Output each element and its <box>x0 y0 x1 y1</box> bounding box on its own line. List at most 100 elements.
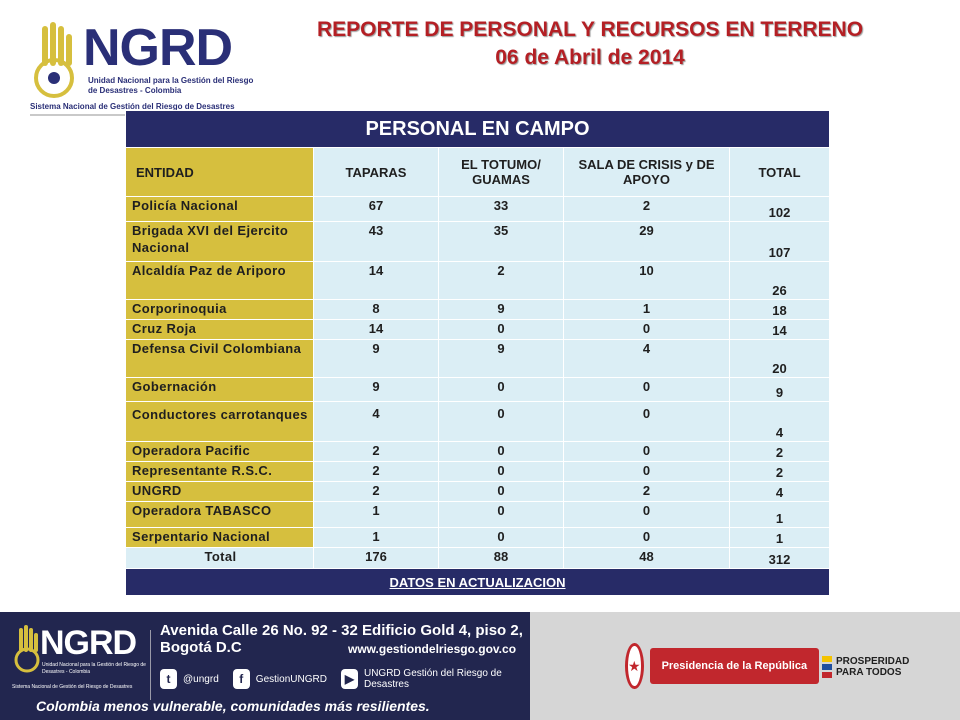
value-cell: 1 <box>313 501 439 528</box>
table-title: PERSONAL EN CAMPO <box>124 110 831 148</box>
entity-cell: Brigada XVI del Ejercito Nacional <box>125 221 314 262</box>
youtube-channel[interactable]: UNGRD Gestión del Riesgo de Desastres <box>363 668 502 690</box>
prosperidad-line1: PROSPERIDAD <box>836 656 910 667</box>
value-cell: 9 <box>313 377 439 402</box>
hand-logo-icon <box>14 625 40 673</box>
value-cell: 0 <box>563 377 730 402</box>
table-row: Corporinoquia 8 9 1 18 <box>125 299 831 320</box>
value-cell: 88 <box>438 547 564 569</box>
facebook-icon[interactable]: f <box>232 669 250 689</box>
total-cell: 18 <box>728 299 831 320</box>
entity-cell: Serpentario Nacional <box>125 527 314 548</box>
hand-logo-icon <box>34 22 74 98</box>
prosperidad-text: PROSPERIDAD PARA TODOS <box>836 656 909 678</box>
logo-subtitle: Unidad Nacional para la Gestión del Ries… <box>88 76 254 95</box>
value-cell: 2 <box>313 461 439 482</box>
total-cell: 2 <box>728 441 831 462</box>
footer-website-link[interactable]: www.gestiondelriesgo.gov.co <box>348 642 517 656</box>
value-cell: 0 <box>563 527 730 548</box>
value-cell: 1 <box>313 527 439 548</box>
value-cell: 2 <box>563 481 730 502</box>
total-cell: 4 <box>728 401 831 442</box>
total-cell: 1 <box>728 527 831 548</box>
value-cell: 0 <box>438 461 564 482</box>
value-cell: 48 <box>563 547 730 569</box>
column-header: TAPARAS <box>313 147 439 197</box>
facebook-handle[interactable]: GestionUNGRD <box>255 673 327 685</box>
logo-wordmark: NGRD <box>83 19 233 77</box>
personnel-table: PERSONAL EN CAMPO ENTIDAD TAPARAS EL TOT… <box>124 110 831 596</box>
value-cell: 0 <box>438 441 564 462</box>
total-cell: 9 <box>728 377 831 402</box>
value-cell: 43 <box>313 221 439 262</box>
total-cell: 312 <box>728 547 831 569</box>
value-cell: 9 <box>313 339 439 378</box>
youtube-icon[interactable]: ▶ <box>340 669 358 689</box>
twitter-icon[interactable]: t <box>160 669 178 689</box>
total-cell: 20 <box>728 339 831 378</box>
value-cell: 4 <box>563 339 730 378</box>
table-row: Serpentario Nacional 1 0 0 1 <box>125 527 831 548</box>
total-cell: 107 <box>728 221 831 262</box>
value-cell: 1 <box>563 299 730 320</box>
value-cell: 9 <box>438 299 564 320</box>
value-cell: 0 <box>438 377 564 402</box>
value-cell: 0 <box>438 501 564 528</box>
table-row: Conductores carrotanques 4 0 0 4 <box>125 401 831 442</box>
entity-cell: UNGRD <box>125 481 314 502</box>
table-row: Representante R.S.C. 2 0 0 2 <box>125 461 831 482</box>
total-label: Total <box>125 547 314 569</box>
footer-ngrd-logo: NGRD Unidad Nacional para la Gestión del… <box>12 624 152 706</box>
table-row: Cruz Roja 14 0 0 14 <box>125 319 831 340</box>
value-cell: 14 <box>313 319 439 340</box>
entity-cell: Representante R.S.C. <box>125 461 314 482</box>
value-cell: 0 <box>563 461 730 482</box>
social-links: t @ungrd f GestionUNGRD ▶ UNGRD Gestión … <box>160 668 530 690</box>
entity-cell: Cruz Roja <box>125 319 314 340</box>
entity-cell: Conductores carrotanques <box>125 401 314 442</box>
prosperidad-line2: PARA TODOS <box>836 667 902 678</box>
total-cell: 102 <box>728 196 831 222</box>
footer-dark-panel: NGRD Unidad Nacional para la Gestión del… <box>0 612 530 720</box>
report-date: 06 de Abril de 2014 <box>495 46 685 69</box>
value-cell: 35 <box>438 221 564 262</box>
value-cell: 10 <box>563 261 730 300</box>
footer-logo-subtitle: Unidad Nacional para la Gestión del Ries… <box>42 662 146 675</box>
value-cell: 0 <box>563 441 730 462</box>
value-cell: 176 <box>313 547 439 569</box>
table-row: UNGRD 2 0 2 4 <box>125 481 831 502</box>
total-cell: 1 <box>728 501 831 528</box>
twitter-handle[interactable]: @ungrd <box>183 673 219 685</box>
footer-logo-wordmark: NGRD <box>40 624 137 662</box>
value-cell: 0 <box>563 319 730 340</box>
value-cell: 67 <box>313 196 439 222</box>
column-header: TOTAL <box>728 147 831 197</box>
value-cell: 0 <box>563 401 730 442</box>
value-cell: 0 <box>438 401 564 442</box>
column-header: EL TOTUMO/ GUAMAS <box>438 147 564 197</box>
flag-bars-icon <box>822 656 832 678</box>
entity-cell: Corporinoquia <box>125 299 314 320</box>
report-title: REPORTE DE PERSONAL Y RECURSOS EN TERREN… <box>316 18 864 41</box>
value-cell: 2 <box>313 441 439 462</box>
table-row: Operadora TABASCO 1 0 0 1 <box>125 501 831 528</box>
table-row: Operadora Pacific 2 0 0 2 <box>125 441 831 462</box>
table-row: Policía Nacional 67 33 2 102 <box>125 196 831 222</box>
value-cell: 0 <box>438 319 564 340</box>
footer-slogan: Colombia menos vulnerable, comunidades m… <box>36 698 430 714</box>
table-row: Gobernación 9 0 0 9 <box>125 377 831 402</box>
entity-cell: Alcaldía Paz de Ariporo <box>125 261 314 300</box>
value-cell: 8 <box>313 299 439 320</box>
footer-logo-system-name: Sistema Nacional de Gestión del Riesgo d… <box>12 684 133 690</box>
presidencia-logo: ★ Presidencia de la República <box>625 642 820 690</box>
ngrd-logo: NGRD Unidad Nacional para la Gestión del… <box>28 20 258 120</box>
colombia-shield-icon: ★ <box>625 643 644 689</box>
total-cell: 4 <box>728 481 831 502</box>
table-row: Brigada XVI del Ejercito Nacional 43 35 … <box>125 221 831 262</box>
value-cell: 2 <box>313 481 439 502</box>
footer-divider <box>150 630 151 700</box>
total-cell: 26 <box>728 261 831 300</box>
column-header: SALA DE CRISIS y DE APOYO <box>563 147 730 197</box>
table-row: Alcaldía Paz de Ariporo 14 2 10 26 <box>125 261 831 300</box>
table-header-row: ENTIDAD TAPARAS EL TOTUMO/ GUAMAS SALA D… <box>125 147 831 197</box>
